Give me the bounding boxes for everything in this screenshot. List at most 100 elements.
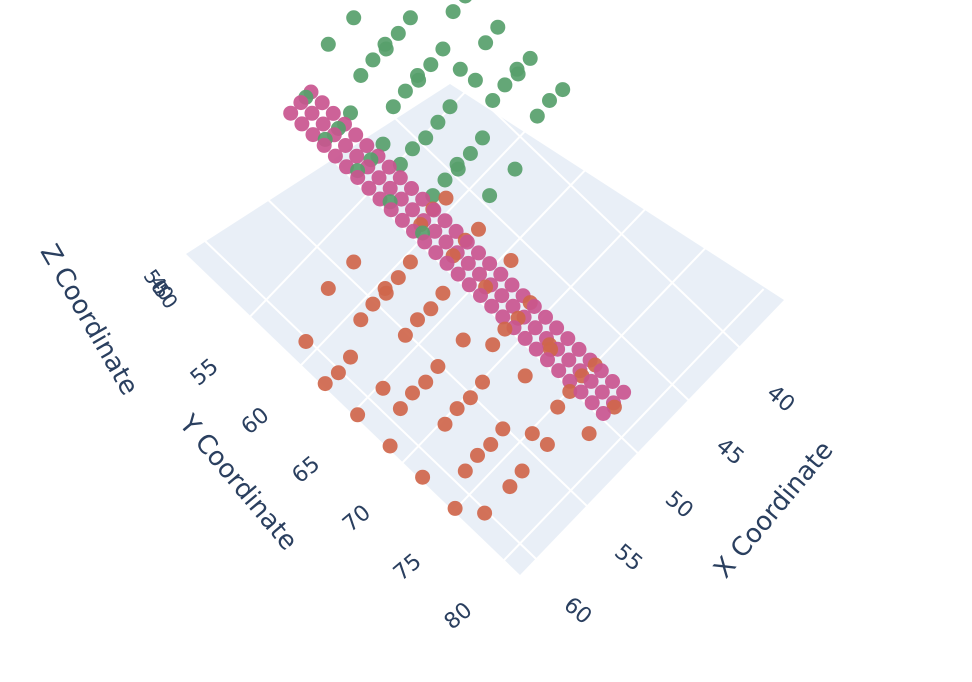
- data-point: [385, 99, 401, 115]
- data-point: [450, 161, 466, 177]
- data-point: [517, 330, 533, 346]
- data-point: [573, 384, 589, 400]
- data-point: [405, 385, 420, 401]
- data-point: [405, 141, 420, 157]
- y-tick-label: 55: [186, 354, 224, 391]
- data-point: [392, 156, 408, 172]
- data-point: [606, 399, 622, 415]
- data-point: [348, 127, 364, 143]
- data-point: [475, 130, 490, 146]
- data-point: [314, 95, 330, 111]
- data-point: [283, 105, 299, 121]
- data-point: [361, 180, 377, 196]
- data-point: [402, 254, 418, 270]
- data-point: [415, 191, 431, 207]
- data-point: [477, 505, 493, 521]
- data-point: [346, 10, 362, 26]
- data-point: [542, 93, 557, 108]
- x-gridline: [255, 187, 592, 511]
- data-point: [437, 213, 453, 229]
- y-tick-label: 70: [338, 500, 376, 537]
- x-tick-label: 50: [660, 487, 698, 524]
- data-point: [482, 256, 498, 272]
- data-point: [457, 463, 473, 479]
- data-point: [343, 349, 358, 365]
- data-point: [478, 35, 494, 51]
- data-point: [343, 105, 358, 121]
- data-point: [455, 332, 471, 348]
- data-point: [402, 10, 418, 26]
- data-point: [473, 288, 488, 303]
- data-point: [320, 281, 336, 296]
- data-point: [583, 373, 599, 389]
- data-point: [528, 341, 544, 357]
- data-point: [571, 341, 587, 357]
- data-point: [294, 116, 310, 132]
- data-point: [483, 437, 499, 452]
- data-point: [390, 270, 406, 286]
- data-point: [298, 334, 314, 349]
- data-point: [497, 77, 513, 93]
- data-point: [581, 426, 597, 442]
- data-point: [593, 363, 609, 379]
- data-point: [458, 0, 472, 4]
- data-point: [584, 395, 600, 411]
- data-point: [461, 277, 477, 293]
- data-point: [494, 288, 510, 304]
- data-point: [616, 384, 632, 400]
- data-point: [349, 148, 365, 164]
- data-point: [378, 285, 394, 301]
- x-tick-label: 60: [559, 593, 597, 630]
- data-point: [540, 352, 555, 368]
- data-point: [330, 365, 346, 381]
- y-tick-label: 75: [389, 549, 427, 586]
- data-point: [327, 148, 343, 164]
- data-point: [524, 426, 540, 442]
- data-point: [427, 223, 443, 239]
- data-point: [471, 221, 486, 237]
- data-markers: [283, 0, 632, 521]
- data-point: [375, 380, 391, 396]
- data-point: [594, 384, 610, 400]
- data-point: [405, 202, 420, 218]
- data-point: [435, 285, 451, 301]
- data-point: [430, 114, 446, 130]
- data-point: [404, 181, 419, 196]
- data-point: [526, 299, 542, 314]
- data-point: [517, 368, 533, 384]
- data-point: [449, 401, 465, 417]
- data-point: [428, 245, 444, 261]
- data-point: [426, 202, 442, 218]
- data-point: [317, 376, 333, 392]
- data-point: [371, 170, 387, 186]
- data-point: [485, 93, 501, 108]
- data-point: [353, 68, 369, 83]
- data-point: [365, 52, 381, 68]
- data-point: [439, 255, 455, 271]
- data-point: [495, 309, 511, 325]
- y-axis-title: Y Coordinate: [172, 409, 303, 557]
- data-point: [549, 320, 565, 336]
- data-point: [378, 41, 394, 57]
- data-point: [445, 4, 461, 20]
- data-point: [522, 50, 538, 66]
- data-point: [507, 161, 523, 177]
- data-point: [490, 19, 506, 35]
- data-point: [482, 188, 498, 204]
- data-point: [452, 61, 468, 77]
- data-point: [293, 95, 309, 111]
- y-tick-label: 60: [237, 403, 275, 440]
- data-point: [447, 500, 463, 516]
- data-point: [503, 253, 519, 268]
- x-gridline: [407, 28, 744, 352]
- z-axis-title: Z Coordinate: [34, 239, 144, 400]
- data-point: [485, 337, 501, 353]
- data-point: [438, 190, 454, 206]
- data-point: [502, 479, 518, 495]
- x-tick-label: 45: [711, 434, 749, 471]
- data-point: [397, 327, 413, 343]
- data-point: [495, 421, 511, 437]
- data-point: [410, 312, 425, 328]
